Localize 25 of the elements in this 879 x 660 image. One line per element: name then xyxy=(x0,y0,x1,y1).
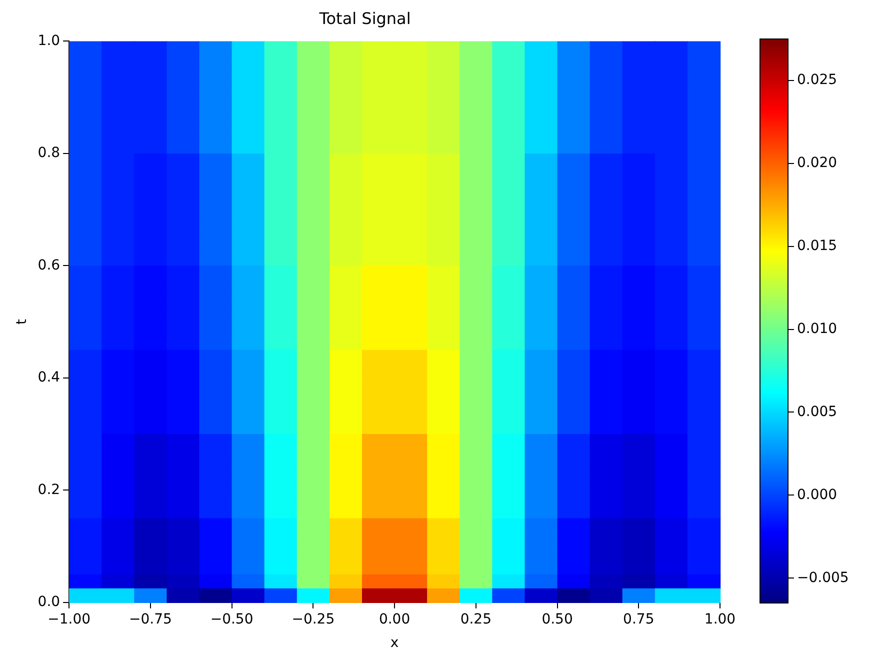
y-tick-label: 0.4 xyxy=(38,370,60,386)
color-bar-label: 0.025 xyxy=(797,72,838,88)
chart-title: Total Signal xyxy=(318,8,411,28)
x-tick-label: −0.75 xyxy=(128,611,172,628)
y-tick-label: 0.6 xyxy=(38,257,60,274)
x-tick-label: 0.00 xyxy=(378,611,410,628)
color-bar-label: 0.005 xyxy=(797,404,838,420)
x-tick-label: 0.50 xyxy=(542,611,573,628)
y-axis-title: t xyxy=(14,318,30,325)
color-bar-label: 0.000 xyxy=(797,486,838,503)
y-tick-label: 0.8 xyxy=(38,145,60,162)
y-tick-label: 0.2 xyxy=(38,482,60,498)
color-bar-label: 0.020 xyxy=(797,155,838,172)
x-tick-label: 1.00 xyxy=(704,611,736,628)
x-axis-title: x xyxy=(390,635,399,652)
color-bar-label: 0.010 xyxy=(797,320,838,337)
color-bar-label: −0.005 xyxy=(797,570,849,586)
y-tick-label: 0.0 xyxy=(38,594,60,610)
x-tick-label: −0.25 xyxy=(292,611,335,628)
x-tick-label: −1.00 xyxy=(48,611,91,628)
x-tick-label: 0.75 xyxy=(623,611,654,628)
x-tick-label: 0.25 xyxy=(460,611,492,628)
y-tick-label: 1.0 xyxy=(38,32,60,49)
color-bar-label: 0.015 xyxy=(797,238,838,254)
x-tick-label: −0.50 xyxy=(210,611,254,628)
